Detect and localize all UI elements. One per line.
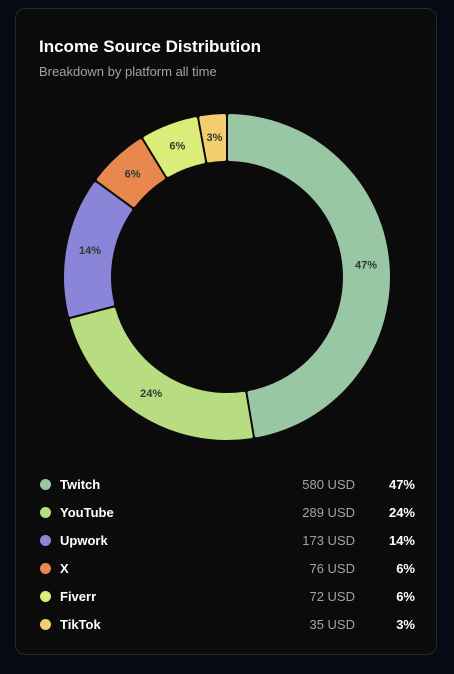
card-subtitle: Breakdown by platform all time bbox=[39, 64, 217, 79]
donut-slice-twitch[interactable] bbox=[228, 114, 390, 438]
legend-percent: 6% bbox=[396, 560, 415, 576]
legend-label: YouTube bbox=[60, 504, 114, 520]
income-distribution-card: Income Source Distribution Breakdown by … bbox=[15, 8, 437, 655]
legend-percent: 14% bbox=[388, 532, 415, 548]
slice-label-youtube: 24% bbox=[140, 388, 162, 400]
legend-label: X bbox=[60, 560, 69, 576]
donut-chart: 47% 24% 14% 6% 6% 3% bbox=[64, 114, 390, 440]
card-title: Income Source Distribution bbox=[39, 37, 261, 56]
legend-item-tiktok: TikTok 35 USD 3% bbox=[39, 610, 415, 638]
legend-percent: 24% bbox=[388, 504, 415, 520]
legend-percent: 3% bbox=[396, 616, 415, 632]
legend-amount: 173 USD bbox=[302, 532, 355, 548]
legend-percent: 47% bbox=[388, 476, 415, 492]
legend-amount: 72 USD bbox=[309, 588, 355, 604]
donut-slice-upwork[interactable] bbox=[64, 182, 133, 317]
legend-percent: 6% bbox=[396, 588, 415, 604]
legend-item-x: X 76 USD 6% bbox=[39, 554, 415, 582]
legend-swatch bbox=[40, 478, 51, 490]
legend-amount: 76 USD bbox=[309, 560, 355, 576]
donut-slice-tiktok[interactable] bbox=[199, 114, 226, 163]
legend-amount: 289 USD bbox=[302, 504, 355, 520]
legend-swatch bbox=[40, 506, 51, 518]
slice-label-fiverr: 6% bbox=[169, 141, 185, 153]
legend-item-upwork: Upwork 173 USD 14% bbox=[39, 526, 415, 554]
legend-swatch bbox=[40, 562, 51, 574]
legend-swatch bbox=[40, 590, 51, 602]
chart-legend: Twitch 580 USD 47% YouTube 289 USD 24% U… bbox=[39, 470, 415, 638]
slice-label-upwork: 14% bbox=[79, 245, 101, 257]
legend-label: TikTok bbox=[60, 616, 101, 632]
slice-label-x: 6% bbox=[125, 168, 141, 180]
legend-item-youtube: YouTube 289 USD 24% bbox=[39, 498, 415, 526]
legend-swatch bbox=[40, 534, 51, 546]
slice-label-twitch: 47% bbox=[355, 259, 377, 271]
legend-label: Upwork bbox=[60, 532, 108, 548]
legend-swatch bbox=[40, 618, 51, 630]
slice-label-tiktok: 3% bbox=[207, 132, 223, 144]
legend-amount: 580 USD bbox=[302, 476, 355, 492]
legend-item-twitch: Twitch 580 USD 47% bbox=[39, 470, 415, 498]
legend-label: Fiverr bbox=[60, 588, 97, 604]
donut-slice-x[interactable] bbox=[96, 139, 165, 207]
donut-slice-fiverr[interactable] bbox=[143, 117, 205, 177]
legend-amount: 35 USD bbox=[309, 616, 355, 632]
legend-label: Twitch bbox=[60, 476, 101, 492]
legend-item-fiverr: Fiverr 72 USD 6% bbox=[39, 582, 415, 610]
donut-slice-youtube[interactable] bbox=[69, 307, 253, 440]
